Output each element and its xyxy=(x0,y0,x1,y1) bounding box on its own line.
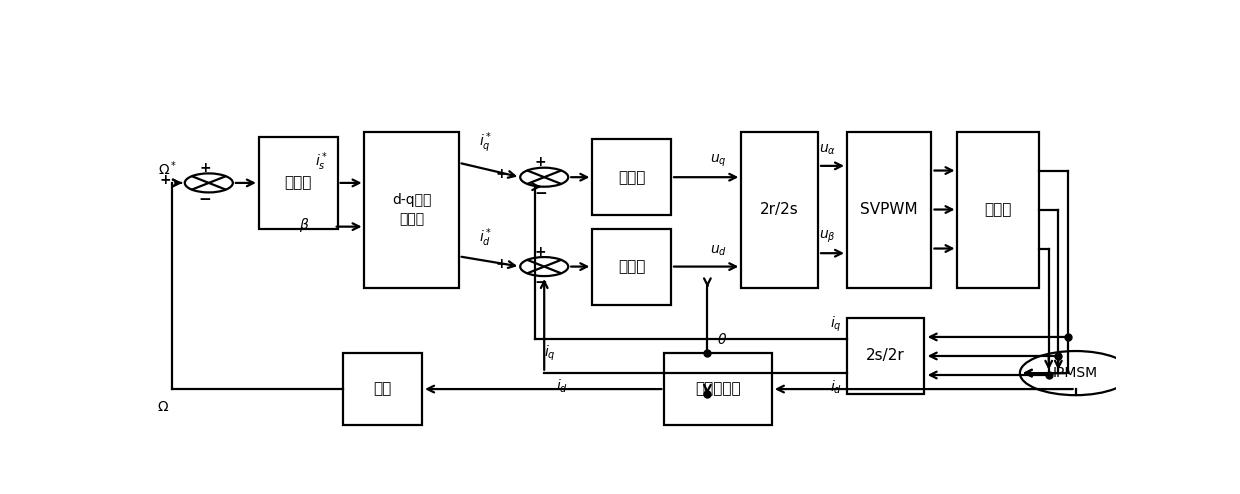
Text: 光电编码器: 光电编码器 xyxy=(696,381,742,397)
Text: 转速环: 转速环 xyxy=(284,175,312,190)
Text: +: + xyxy=(160,173,171,187)
Text: +: + xyxy=(495,256,507,271)
Text: d-q轴电
流计算: d-q轴电 流计算 xyxy=(392,193,432,226)
Text: 微分: 微分 xyxy=(373,381,392,397)
Text: $\Omega^*$: $\Omega^*$ xyxy=(157,160,177,178)
Text: −: − xyxy=(534,276,547,290)
Text: $u_\alpha$: $u_\alpha$ xyxy=(820,143,836,158)
Bar xyxy=(593,229,671,305)
Bar xyxy=(665,353,773,425)
Text: $i_q$: $i_q$ xyxy=(831,314,842,333)
Text: $i_d^*$: $i_d^*$ xyxy=(479,226,492,248)
Text: $\theta$: $\theta$ xyxy=(717,332,727,347)
Text: −: − xyxy=(534,186,547,201)
Text: $i_q^*$: $i_q^*$ xyxy=(479,130,492,155)
Text: $\Omega$: $\Omega$ xyxy=(157,401,169,414)
Text: IPMSM: IPMSM xyxy=(1053,366,1099,380)
Bar xyxy=(847,318,924,394)
Text: $\beta$: $\beta$ xyxy=(299,216,310,234)
Text: $i_s^*$: $i_s^*$ xyxy=(315,151,329,173)
Text: +: + xyxy=(200,161,211,175)
Bar xyxy=(957,131,1039,288)
Text: $u_\beta$: $u_\beta$ xyxy=(820,229,836,245)
Bar xyxy=(259,137,337,229)
Bar xyxy=(847,131,931,288)
Text: 2s/2r: 2s/2r xyxy=(866,348,905,364)
Text: +: + xyxy=(495,167,507,181)
Text: $i_q$: $i_q$ xyxy=(544,344,556,363)
Text: $u_d$: $u_d$ xyxy=(709,244,727,258)
Bar xyxy=(593,139,671,215)
Text: 电流环: 电流环 xyxy=(618,259,645,274)
Text: −: − xyxy=(198,192,211,207)
Bar xyxy=(343,353,422,425)
Text: $i_d$: $i_d$ xyxy=(556,377,568,395)
Text: SVPWM: SVPWM xyxy=(861,202,918,217)
Bar xyxy=(742,131,818,288)
Text: 电流环: 电流环 xyxy=(618,170,645,185)
Text: 逆变器: 逆变器 xyxy=(985,202,1012,217)
Bar xyxy=(365,131,459,288)
Text: +: + xyxy=(534,155,546,169)
Text: $i_d$: $i_d$ xyxy=(830,378,842,396)
Text: 2r/2s: 2r/2s xyxy=(760,202,799,217)
Text: +: + xyxy=(534,245,546,259)
Text: $u_q$: $u_q$ xyxy=(709,153,727,169)
